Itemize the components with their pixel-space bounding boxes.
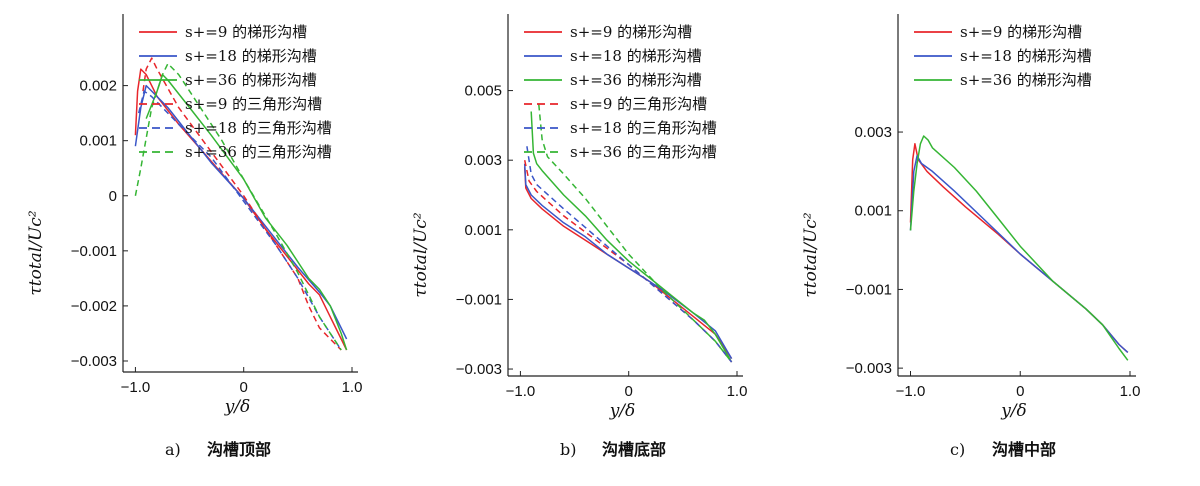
series-line-3 [530,111,733,363]
y-tick-label: 0 [109,188,117,205]
x-axis-label: y/δ [224,397,251,417]
y-tick-label: 0.001 [464,222,502,239]
legend-label-3: s+=36 的梯形沟槽 [960,71,1092,89]
series-line-6 [134,62,342,351]
legend-label-2: s+=18 的梯形沟槽 [960,47,1092,65]
legend-label-2: s+=18 的梯形沟槽 [570,47,702,65]
series-line-1 [909,143,1129,353]
legend-label-1: s+=9 的梯形沟槽 [185,23,307,41]
y-tick-label: 0.003 [464,152,502,169]
legend-label-6: s+=36 的三角形沟槽 [570,143,717,161]
y-tick-label: 0.001 [79,133,117,150]
series-line-2 [134,84,348,340]
y-axis-label: τtotal/Uc² [26,210,46,295]
panel-letter: a) [165,440,181,459]
series-line-5 [526,146,733,363]
legend-label-5: s+=18 的三角形沟槽 [185,119,332,137]
legend-label-5: s+=18 的三角形沟槽 [570,119,717,137]
x-tick-label: 1.0 [1120,383,1141,400]
x-tick-label: −1.0 [506,383,536,400]
panel-3: 0.003 0.001 −0.001 −0.003−1.0 0 1.0 s+=9 的梯形沟槽… [801,14,1140,459]
series-line-4 [142,57,342,351]
y-tick-label: 0.002 [79,78,117,95]
panel-caption: 沟槽中部 [992,440,1056,459]
y-tick-label: −0.001 [71,243,117,260]
series-line-6 [538,104,733,363]
y-tick-label: 0.001 [854,203,892,220]
panel-caption: 沟槽顶部 [207,440,271,459]
y-axis-label: τtotal/Uc² [801,212,821,297]
x-tick-label: 1.0 [342,379,363,396]
x-tick-label: 0 [625,383,633,400]
legend-label-3: s+=36 的梯形沟槽 [185,71,317,89]
x-tick-label: 0 [240,379,248,396]
legend-label-4: s+=9 的三角形沟槽 [570,95,707,113]
y-tick-label: −0.003 [456,361,502,378]
y-tick-label: −0.001 [456,291,502,308]
panel-letter: b) [560,440,576,459]
legend-label-1: s+=9 的梯形沟槽 [570,23,692,41]
series-line-3 [145,73,348,351]
legend-label-3: s+=36 的梯形沟槽 [570,71,702,89]
x-tick-label: 1.0 [727,383,748,400]
legend-label-1: s+=9 的梯形沟槽 [960,23,1082,41]
legend-label-6: s+=36 的三角形沟槽 [185,143,332,161]
x-tick-label: −1.0 [896,383,926,400]
panel-2: 0.005 0.003 0.001 −0.001 −0.003−1.0 0 1.0 s+=9 … [411,14,747,459]
x-tick-label: 0 [1016,383,1024,400]
y-tick-label: 0.003 [854,124,892,141]
y-tick-label: −0.002 [71,298,117,315]
legend-label-4: s+=9 的三角形沟槽 [185,95,322,113]
panel-1: 0.002 0.001 0 −0.001 −0.002 −0.003−1.0 0 1.0 s+=… [26,14,362,459]
x-tick-label: −1.0 [121,379,151,396]
x-axis-label: y/δ [609,401,636,421]
panel-letter: c) [950,440,965,459]
panel-caption: 沟槽底部 [602,440,666,459]
series-line-1 [523,167,733,360]
y-tick-label: −0.003 [71,353,117,370]
series-line-5 [137,90,342,351]
y-tick-label: −0.003 [846,360,892,377]
legend-label-2: s+=18 的梯形沟槽 [185,47,317,65]
y-axis-label: τtotal/Uc² [411,212,431,297]
y-tick-label: −0.001 [846,281,892,298]
x-axis-label: y/δ [1000,401,1027,421]
series-line-3 [909,135,1129,361]
y-tick-label: 0.005 [464,83,502,100]
